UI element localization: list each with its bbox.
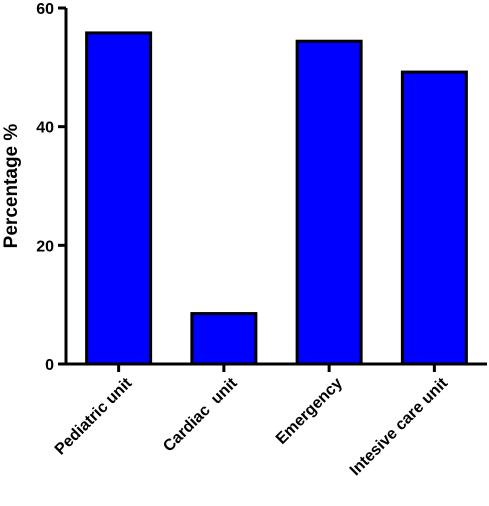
bar: [295, 39, 363, 366]
x-category-label: Pediatric unit: [52, 374, 136, 458]
axes-group: [64, 8, 487, 366]
bar: [190, 312, 258, 366]
y-ticks-group: 0 20 40 60: [36, 1, 66, 374]
y-tick-label: 0: [45, 357, 54, 374]
y-tick-label: 20: [36, 238, 54, 255]
y-tick-label: 60: [36, 1, 54, 18]
y-tick-label: 40: [36, 120, 54, 137]
bars-group: [85, 31, 468, 366]
x-category-label: Emergency: [273, 375, 346, 448]
y-axis-title: Percentage %: [1, 124, 22, 249]
bar: [400, 70, 468, 366]
x-category-label: Cardiac unit: [160, 374, 241, 455]
x-category-label: Intesive care unit: [347, 374, 452, 479]
bar: [85, 31, 153, 366]
x-labels-group: Pediatric unit Cardiac unit Emergency Intes…: [52, 364, 452, 479]
